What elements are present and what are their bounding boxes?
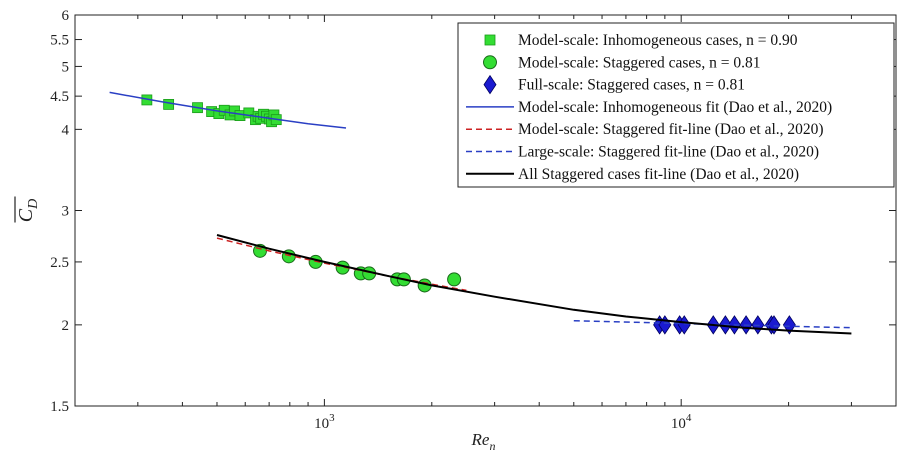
y-axis-title: CD <box>15 199 41 222</box>
series-7 <box>216 234 852 335</box>
series-line <box>109 91 347 129</box>
legend-item-3: Full-scale: Staggered cases, n = 0.81 <box>483 74 745 95</box>
y-tick-label: 1.5 <box>50 399 69 415</box>
legend-label: Model-scale: Inhomogeneous fit (Dao et a… <box>518 99 832 116</box>
legend-circle-swatch <box>483 55 497 70</box>
x-axis-title: Ren <box>471 430 496 453</box>
x-axis-title-sub: n <box>489 439 495 453</box>
series-6 <box>573 319 852 329</box>
legend-label: All Staggered cases fit-line (Dao et al.… <box>518 166 799 183</box>
y-axis-title-group: CD <box>14 196 41 223</box>
legend-item-1: Model-scale: Inhomogeneous cases, n = 0.… <box>484 32 798 49</box>
legend-label: Model-scale: Inhomogeneous cases, n = 0.… <box>518 32 798 49</box>
legend-item-5: Model-scale: Staggered fit-line (Dao et … <box>466 121 824 138</box>
x-tick-label: 103 <box>314 412 335 432</box>
legend-item-4: Model-scale: Inhomogeneous fit (Dao et a… <box>466 99 832 116</box>
x-tick-base: 10 <box>671 416 686 432</box>
y-axis-title-sub: D <box>26 199 41 210</box>
legend-diamond-swatch <box>483 74 497 95</box>
legend-label: Large-scale: Staggered fit-line (Dao et … <box>518 144 819 161</box>
y-tick-label: 5 <box>62 59 70 75</box>
legend-item-6: Large-scale: Staggered fit-line (Dao et … <box>466 144 819 161</box>
y-axis-title-base: C <box>15 208 37 222</box>
series-4 <box>109 91 347 129</box>
circle-point <box>447 272 462 287</box>
legend-item-7: All Staggered cases fit-line (Dao et al.… <box>466 166 799 183</box>
y-tick-label: 4.5 <box>50 89 69 105</box>
legend-box <box>457 22 895 188</box>
square-point <box>163 99 175 110</box>
x-tick-base: 10 <box>314 416 329 432</box>
x-axis-title-base: Re <box>471 430 490 449</box>
legend-label: Full-scale: Staggered cases, n = 0.81 <box>518 77 745 94</box>
legend-square-swatch <box>484 34 496 46</box>
series-layer <box>109 91 852 335</box>
y-tick-label: 5.5 <box>50 33 69 49</box>
legend: Model-scale: Inhomogeneous cases, n = 0.… <box>457 22 895 188</box>
y-tick-label: 3 <box>62 204 70 220</box>
y-tick-label: 6 <box>62 8 70 24</box>
y-tick-label: 2.5 <box>50 255 69 271</box>
series-line <box>216 234 852 335</box>
legend-label: Model-scale: Staggered cases, n = 0.81 <box>518 54 760 71</box>
y-tick-label: 2 <box>62 318 70 334</box>
x-tick-exponent: 3 <box>329 412 335 424</box>
series-line <box>573 319 852 329</box>
x-tick-exponent: 4 <box>686 412 692 424</box>
legend-item-2: Model-scale: Staggered cases, n = 0.81 <box>483 54 760 71</box>
y-tick-label: 4 <box>62 122 70 138</box>
legend-label: Model-scale: Staggered fit-line (Dao et … <box>518 121 824 138</box>
diamond-point <box>782 315 796 335</box>
x-tick-label: 104 <box>671 412 692 432</box>
